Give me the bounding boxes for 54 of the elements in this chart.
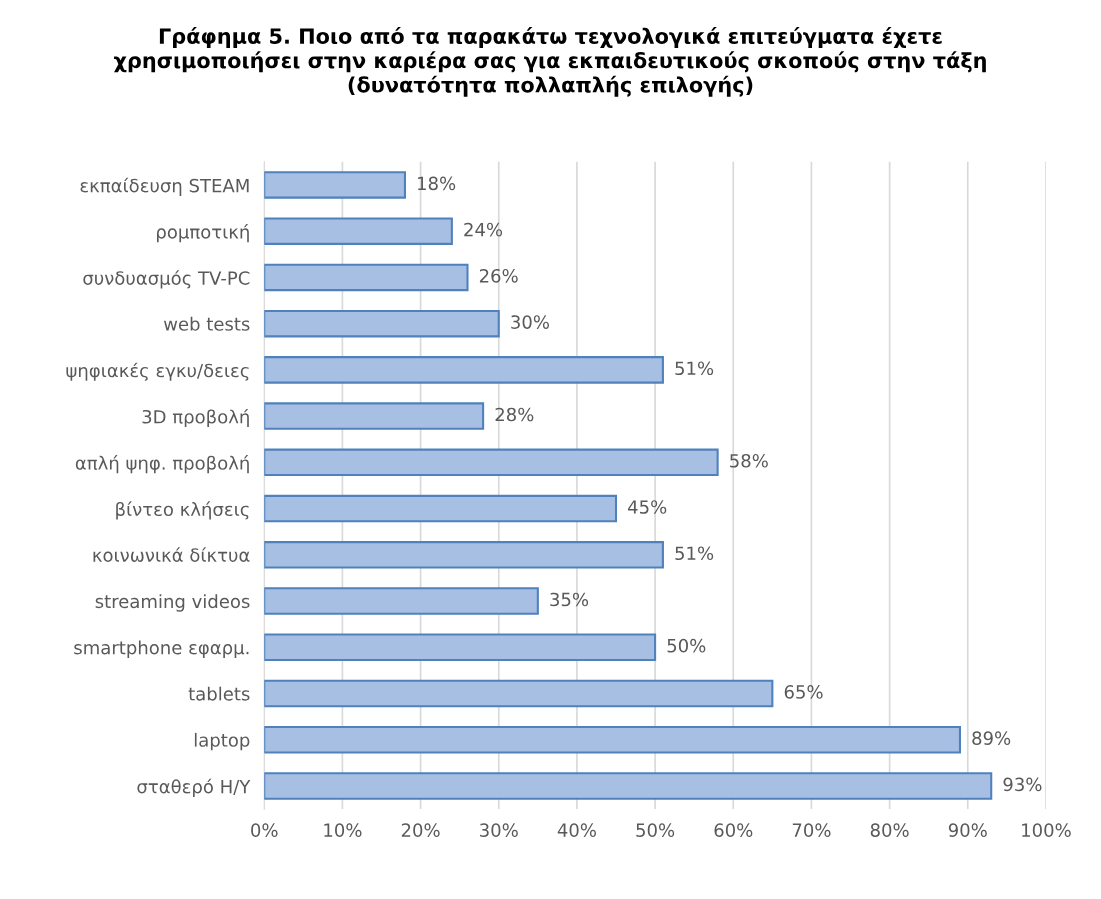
bar bbox=[264, 772, 993, 800]
y-tick-label: laptop bbox=[194, 732, 250, 751]
data-label: 18% bbox=[418, 176, 456, 191]
data-label: 89% bbox=[972, 731, 1011, 745]
y-tick-label: βίντεο κλήσεις bbox=[116, 501, 249, 520]
y-tick-label: σταθερό Η/Υ bbox=[137, 778, 251, 797]
y-tick-label: απλή ψηφ. προβολή bbox=[75, 455, 249, 474]
data-label: 24% bbox=[464, 222, 503, 237]
bar bbox=[264, 587, 539, 615]
x-tick-label: 80% bbox=[870, 823, 909, 837]
y-tick-label: smartphone εφαρμ. bbox=[74, 640, 249, 658]
bar bbox=[264, 725, 961, 754]
chart-title: Γράφημα 5. Ποιο από τα παρακάτω τεχνολογικά επιτεύγματα έχετε χρησιμοποιήσει στην καριέρα σας για εκπαιδευτικούς σκοπούς στην τάξη (δυνατότητα πολλαπλής επιλογής) bbox=[114, 26, 986, 97]
y-tick-label: 3D προβολή bbox=[142, 408, 249, 428]
bar bbox=[264, 402, 485, 430]
bar bbox=[264, 356, 664, 384]
x-tick-label: 70% bbox=[792, 823, 831, 837]
y-tick-label: web tests bbox=[163, 316, 250, 331]
x-tick-label: 90% bbox=[948, 823, 987, 837]
y-tick-label: ψηφιακές εγκυ/δειες bbox=[66, 362, 249, 381]
data-label: 45% bbox=[628, 500, 667, 514]
data-label: 58% bbox=[730, 453, 768, 468]
data-label: 30% bbox=[511, 315, 549, 329]
data-label: 51% bbox=[675, 361, 714, 376]
bar bbox=[264, 633, 657, 662]
x-tick-label: 40% bbox=[557, 823, 596, 837]
x-tick-label: 20% bbox=[401, 823, 440, 837]
bar bbox=[264, 494, 618, 523]
bar bbox=[264, 309, 500, 338]
x-tick-label: 50% bbox=[636, 823, 675, 837]
bar bbox=[264, 448, 719, 477]
bar bbox=[264, 541, 664, 569]
bar bbox=[264, 171, 406, 199]
x-tick-label: 60% bbox=[714, 823, 753, 837]
data-label: 50% bbox=[667, 638, 706, 653]
data-label: 65% bbox=[784, 685, 823, 699]
x-tick-label: 0% bbox=[251, 823, 278, 837]
x-tick-label: 10% bbox=[324, 823, 362, 837]
data-label: 51% bbox=[675, 546, 714, 561]
y-tick-label: streaming videos bbox=[95, 594, 250, 612]
y-tick-label: συνδυασμός TV-PC bbox=[83, 270, 250, 289]
bar bbox=[264, 263, 469, 292]
x-tick-label: 100% bbox=[1022, 823, 1071, 837]
y-tick-label: tablets bbox=[188, 686, 250, 701]
y-tick-label: εκπαίδευση STEAM bbox=[80, 177, 249, 196]
data-label: 93% bbox=[1003, 777, 1042, 792]
bar bbox=[264, 217, 453, 245]
data-label: 26% bbox=[479, 268, 518, 283]
y-tick-label: ρομποτική bbox=[157, 223, 249, 243]
data-label: 28% bbox=[495, 407, 534, 422]
bar bbox=[264, 679, 774, 708]
data-label: 35% bbox=[550, 592, 589, 607]
y-tick-label: κοινωνικά δίκτυα bbox=[93, 547, 250, 562]
x-tick-label: 30% bbox=[480, 823, 518, 837]
